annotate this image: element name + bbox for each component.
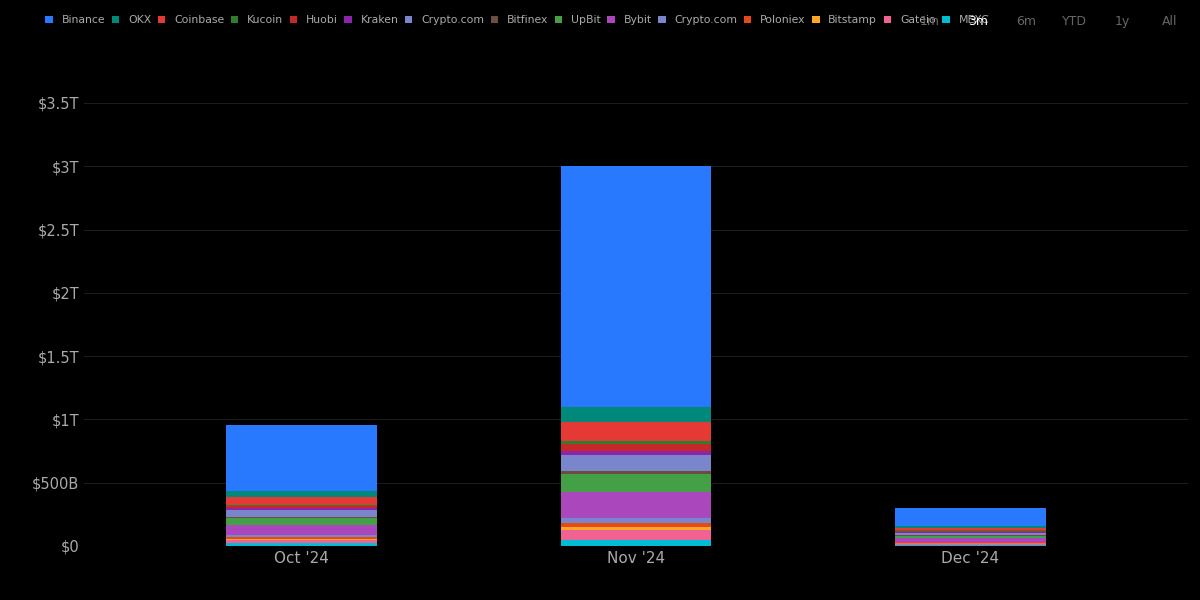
Bar — [560, 166, 712, 407]
Bar — [895, 538, 1046, 542]
Text: 3m: 3m — [968, 15, 988, 28]
Bar — [895, 533, 1046, 535]
Bar — [226, 535, 377, 537]
Bar — [895, 544, 1046, 545]
Bar — [226, 425, 377, 491]
Bar — [895, 545, 1046, 546]
Bar — [895, 542, 1046, 543]
Bar — [226, 506, 377, 508]
Bar — [560, 475, 712, 492]
Bar — [560, 527, 712, 530]
Bar — [895, 526, 1046, 528]
Bar — [560, 539, 712, 546]
Text: 1m: 1m — [920, 15, 940, 28]
Bar — [226, 505, 377, 506]
Bar — [560, 451, 712, 455]
Bar — [560, 441, 712, 444]
Bar — [226, 508, 377, 510]
Text: 6m: 6m — [1016, 15, 1036, 28]
Bar — [560, 444, 712, 451]
Text: All: All — [1163, 15, 1177, 28]
Bar — [895, 508, 1046, 526]
Bar — [560, 455, 712, 472]
Bar — [560, 518, 712, 523]
Legend: Binance, OKX, Coinbase, Kucoin, Huobi, Kraken, Crypto.com, Bitfinex, UpBit, Bybi: Binance, OKX, Coinbase, Kucoin, Huobi, K… — [46, 16, 989, 25]
Bar — [895, 531, 1046, 532]
Bar — [226, 525, 377, 535]
Bar — [560, 472, 712, 475]
Bar — [226, 537, 377, 539]
Bar — [895, 528, 1046, 530]
Bar — [226, 497, 377, 505]
Bar — [560, 492, 712, 518]
Bar — [226, 518, 377, 525]
Bar — [226, 491, 377, 497]
Text: YTD: YTD — [1062, 15, 1086, 28]
Bar — [226, 510, 377, 517]
Bar — [226, 539, 377, 544]
Bar — [560, 530, 712, 539]
Bar — [895, 532, 1046, 533]
Bar — [226, 517, 377, 518]
Text: 1y: 1y — [1115, 15, 1129, 28]
Bar — [895, 536, 1046, 538]
Bar — [560, 422, 712, 441]
Bar — [560, 407, 712, 422]
Bar — [560, 523, 712, 527]
Bar — [226, 544, 377, 546]
